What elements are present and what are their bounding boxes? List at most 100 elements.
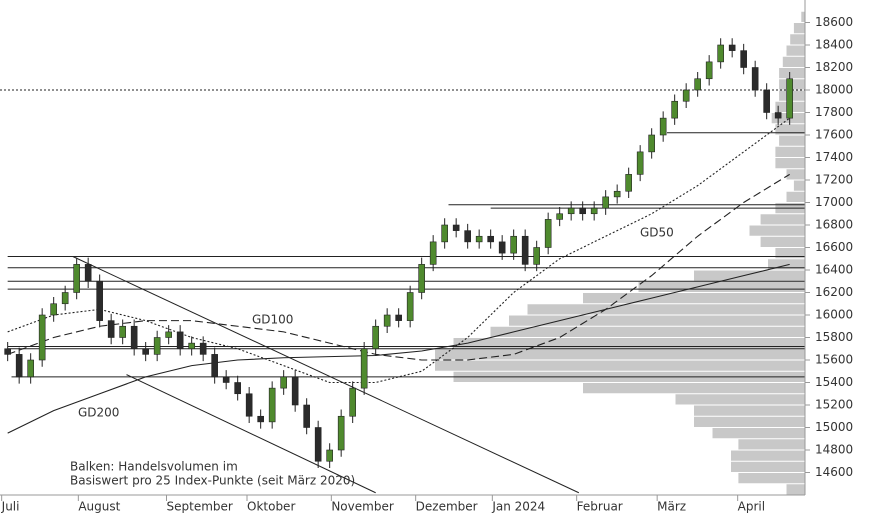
candle-body: [487, 235, 494, 243]
candle-body: [579, 207, 586, 215]
profile-bar: [786, 191, 805, 202]
profile-bar: [786, 169, 805, 180]
annotation: Basiswert pro 25 Index-Punkte (seit März…: [70, 474, 355, 488]
candle-body: [671, 100, 678, 119]
y-tick-label: 16200: [815, 285, 853, 299]
volume-profile: [435, 11, 805, 495]
profile-bar: [675, 394, 805, 405]
profile-bar: [786, 484, 805, 495]
average-line: [7, 173, 790, 361]
candle-body: [96, 280, 103, 321]
y-tick-label: 18400: [815, 38, 853, 52]
profile-bar: [782, 56, 805, 67]
candle-body: [119, 325, 126, 338]
candle-body: [165, 331, 172, 338]
y-tick-label: 18200: [815, 60, 853, 74]
y-tick-label: 14800: [815, 443, 853, 457]
profile-bar: [712, 428, 805, 439]
profile-bar: [768, 259, 805, 270]
y-tick-label: 15400: [815, 375, 853, 389]
candle-body: [372, 325, 379, 350]
candle-body: [567, 207, 575, 215]
candle-body: [61, 292, 69, 305]
candle-body: [751, 67, 759, 91]
candle-body: [337, 415, 345, 451]
profile-bar: [694, 270, 805, 281]
candle-body: [533, 247, 540, 265]
y-tick-label: 14600: [815, 465, 853, 479]
x-tick-label: August: [78, 500, 120, 514]
candle-body: [107, 320, 115, 338]
x-tick-label: Jan 2024: [491, 500, 545, 514]
x-tick-label: März: [657, 500, 686, 514]
candle-body: [717, 44, 724, 63]
y-tick-label: 18600: [815, 15, 853, 29]
candle-body: [268, 387, 276, 423]
candle-body: [360, 348, 368, 389]
candle-body: [383, 314, 391, 327]
candle-body: [740, 50, 747, 68]
profile-bar: [793, 180, 805, 191]
candle-body: [4, 348, 11, 355]
candle-body: [694, 78, 701, 91]
candle-body: [682, 89, 690, 102]
candle-body: [50, 303, 57, 316]
profile-bar: [435, 360, 805, 371]
candle-body: [521, 235, 529, 265]
profile-bar: [490, 326, 805, 337]
candle-body: [15, 354, 23, 378]
y-tick-label: 15600: [815, 353, 853, 367]
profile-bar: [694, 405, 805, 416]
candle-body: [188, 342, 195, 350]
y-tick-label: 17000: [815, 195, 853, 209]
candle-body: [475, 235, 483, 243]
profile-bar: [731, 450, 805, 461]
profile-bar: [435, 349, 805, 360]
candle-body: [199, 342, 207, 355]
y-tick-label: 17800: [815, 105, 853, 119]
profile-bar: [760, 214, 805, 225]
profile-bar: [775, 146, 805, 157]
profile-bar: [775, 158, 805, 169]
candles: [4, 38, 793, 468]
profile-bar: [786, 45, 805, 56]
candle-body: [130, 325, 138, 350]
candle-body: [73, 264, 80, 293]
y-tick-label: 16000: [815, 308, 853, 322]
candle-body: [498, 241, 506, 254]
profile-bar: [583, 383, 805, 394]
profile-bar: [731, 461, 805, 472]
moving-averages: [7, 117, 790, 434]
axes: 14600 14800 15000 15200 15400 15600 15800 16000…: [0, 0, 853, 514]
average-line: [7, 263, 790, 434]
candle-body: [234, 382, 241, 395]
x-tick-label: Oktober: [247, 500, 295, 514]
y-tick-label: 15000: [815, 420, 853, 434]
candle-body: [245, 393, 253, 417]
candle-body: [291, 376, 299, 406]
profile-bar: [775, 248, 805, 259]
candle-body: [464, 230, 471, 243]
candle-body: [659, 117, 667, 136]
candle-body: [395, 314, 402, 321]
profile-bar: [694, 416, 805, 427]
y-tick-label: 17400: [815, 150, 853, 164]
series-label: GD200: [78, 406, 119, 420]
y-tick-label: 16400: [815, 263, 853, 277]
y-tick-label: 15800: [815, 330, 853, 344]
profile-bar: [453, 338, 805, 349]
candle-body: [613, 190, 621, 198]
y-tick-label: 16600: [815, 240, 853, 254]
candle-body: [142, 348, 149, 355]
series-label: GD50: [640, 226, 674, 240]
candle-body: [429, 241, 437, 265]
candle-body: [786, 78, 793, 119]
candle-body: [222, 376, 230, 383]
profile-bar: [638, 281, 805, 292]
y-tick-label: 18000: [815, 83, 853, 97]
candle-body: [326, 449, 333, 462]
candle-body: [27, 359, 34, 378]
profile-bar: [779, 135, 805, 146]
candle-body: [452, 224, 460, 231]
